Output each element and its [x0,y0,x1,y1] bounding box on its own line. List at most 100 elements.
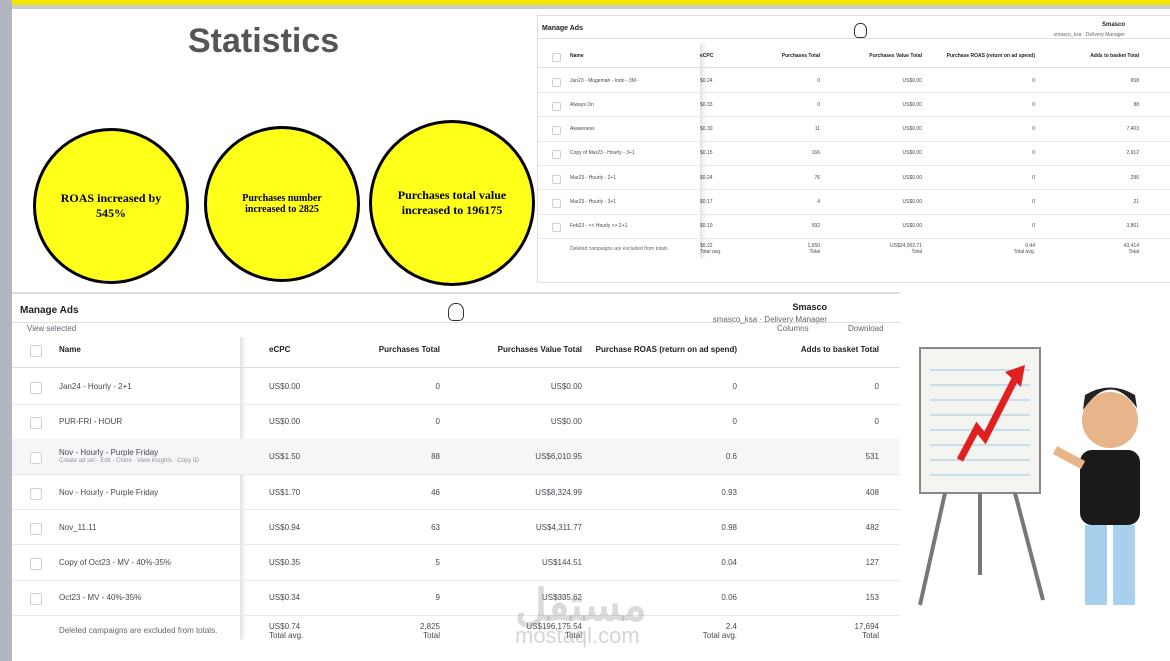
cell: PUR-FRI - HOUR [59,417,123,427]
cell: 482 [865,522,879,532]
cell: Mar23 - Hourly - 3+1 [570,199,616,205]
account-name: Smasco [792,302,827,312]
cell: Mar23 - Hourly - 2+1 [570,174,616,181]
app-title: Manage Ads [20,305,79,316]
cell: 0 [1032,199,1035,205]
checkbox [30,593,42,606]
toolbar-item: View selected [27,324,77,333]
cell: 531 [865,452,879,462]
row-actions: Create ad set · Edit · Clone · View insi… [59,458,199,465]
cell: Oct23 - MV - 40%-35% [59,593,142,603]
cell: 592 [811,223,820,230]
cell: Jan24 - Hourly - 2+1 [59,382,132,391]
cell: 166 [811,150,820,157]
stat-circle: Purchases number increased to 2825 [204,126,360,282]
circle-text: Purchases total value increased to 19617… [397,188,507,217]
cell: 0.98 [721,522,737,532]
total-label: Total avg. [702,631,737,641]
cell: 2,912 [1126,150,1139,157]
total-label: Total [423,631,440,641]
cell: US$0.00 [902,77,922,84]
cell: 0 [1032,150,1035,157]
cell: 0 [435,417,440,427]
total-value: US$24,002.71 [890,243,922,250]
total-value: 1,650 [807,243,820,250]
stat-circle: ROAS increased by 545% [33,128,189,284]
cell: 76 [814,174,820,181]
column-header: Purchases Total [781,52,820,59]
cell: Jan23 - Mugemah - Indo - 3M - [570,77,639,84]
cell: 0 [817,77,820,84]
cell: 153 [865,593,879,603]
row-rule [538,237,1170,239]
checkbox [30,522,42,535]
column-header: Purchases Value Total [869,52,922,59]
column-header: Name [570,52,584,59]
row-rule [12,544,900,546]
cell: Awareness [570,126,595,133]
cell: 408 [865,487,879,497]
row-rule [538,140,1170,142]
total-note: Deleted campaigns are excluded from tota… [570,245,669,252]
cell: 0 [1032,223,1035,230]
checkbox [552,77,561,87]
cell: 9 [435,593,440,603]
column-header: eCPC [269,345,291,354]
column-header: Adds to basket Total [800,345,879,354]
checkbox [30,345,42,357]
total-label: Total avg. [1013,249,1035,256]
cell: 0 [732,417,737,427]
cell: US$0.00 [269,417,301,427]
row-rule [12,579,900,581]
cell: 88 [1133,101,1139,108]
cell: US$1.50 [269,452,301,462]
checkbox [30,382,42,394]
watermark: مستقل [515,581,647,630]
column-header: Purchase ROAS (return on ad spend) [946,52,1035,59]
row-rule [538,116,1170,118]
frozen-divider [240,337,242,641]
total-label: Total [1128,249,1139,256]
illustration [918,347,1140,606]
total-label: Total [809,249,820,256]
cell: US$4,311.77 [535,522,582,532]
cell: $0.30 [700,126,713,133]
cell: 0 [1032,77,1035,84]
logo [854,23,867,38]
cell: $0.17 [700,199,713,205]
checkbox [552,199,561,208]
circle-text: Purchases number increased to 2825 [242,193,322,215]
main-screenshot: Manage Ads Smasco smasco_ksa · Delivery Ma… [12,292,900,661]
cell: Copy of Oct23 - MV - 40%-35% [59,558,172,567]
toolbar-item: Download [848,324,884,333]
title: Statistics [188,22,340,60]
cell: 0.06 [721,593,737,603]
total-value: 2.4 [725,622,737,632]
cell: 4 [817,199,820,205]
total-label: Total avg. [700,249,722,256]
row-rule [538,92,1170,94]
account-role: smasco_ksa · Delivery Manager [712,315,827,324]
cell: $0.10 [700,223,713,230]
cell: 0 [435,382,440,391]
cell: US$0.00 [902,174,922,181]
total-value: 0.44 [1025,243,1035,250]
cell: US$144.51 [541,558,582,567]
cell: 0.6 [725,452,737,462]
cell: US$0.00 [269,382,301,391]
column-header: Purchases Value Total [497,345,582,354]
frozen-divider [700,43,702,259]
checkbox [552,223,561,233]
cell: 11 [814,126,820,133]
stat-circle: Purchases total value increased to 19617… [369,120,535,286]
cell: 658 [1130,77,1139,84]
cell: US$6,010.95 [535,452,582,462]
cell: Copy of Mar23 - Hourly - 3+1 [570,150,635,157]
cell: US$0.34 [269,593,301,603]
row-rule [538,165,1170,167]
cell: US$0.00 [902,223,922,230]
row-rule [12,614,900,616]
column-header: eCPC [700,52,714,59]
checkbox [30,487,42,500]
row-rule [538,189,1170,191]
